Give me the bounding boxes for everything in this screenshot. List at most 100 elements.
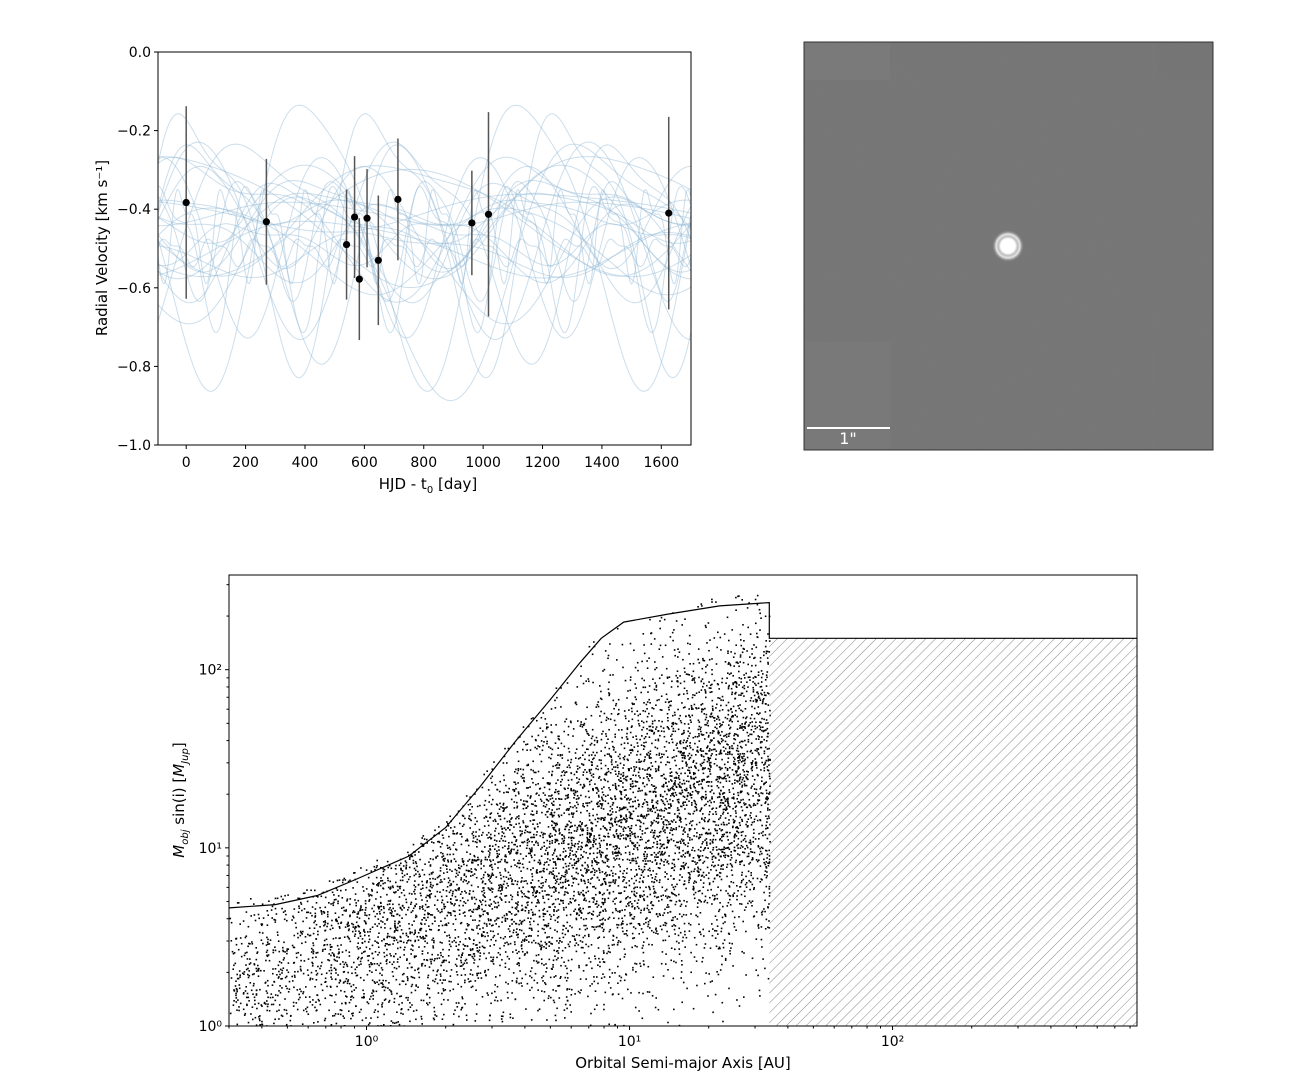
simulated-companion-point — [460, 879, 462, 881]
simulated-companion-point — [493, 834, 496, 837]
simulated-companion-point — [606, 753, 609, 755]
simulated-companion-point — [440, 920, 442, 922]
simulated-companion-point — [386, 948, 388, 951]
simulated-companion-point — [551, 943, 553, 945]
simulated-companion-point — [765, 719, 768, 721]
simulated-companion-point — [247, 1021, 250, 1024]
simulated-companion-point — [577, 990, 580, 993]
simulated-companion-point — [598, 957, 600, 960]
simulated-companion-point — [571, 836, 574, 839]
simulated-companion-point — [524, 953, 526, 955]
simulated-companion-point — [672, 639, 674, 642]
simulated-companion-point — [528, 847, 531, 850]
simulated-companion-point — [392, 903, 394, 906]
simulated-companion-point — [335, 968, 337, 971]
simulated-companion-point — [287, 971, 290, 974]
simulated-companion-point — [459, 822, 461, 825]
simulated-companion-point — [709, 773, 712, 775]
simulated-companion-point — [738, 779, 741, 782]
simulated-companion-point — [531, 847, 533, 849]
simulated-companion-point — [609, 951, 611, 954]
simulated-companion-point — [586, 827, 589, 829]
simulated-companion-point — [596, 703, 599, 706]
simulated-companion-point — [414, 931, 416, 933]
simulated-companion-point — [731, 842, 733, 844]
simulated-companion-point — [696, 790, 698, 793]
simulated-companion-point — [672, 723, 674, 726]
simulated-companion-point — [527, 901, 529, 903]
simulated-companion-point — [707, 832, 710, 835]
simulated-companion-point — [490, 903, 493, 905]
simulated-companion-point — [489, 852, 491, 854]
simulated-companion-point — [740, 694, 742, 696]
simulated-companion-point — [367, 1023, 370, 1026]
simulated-companion-point — [521, 908, 524, 910]
simulated-companion-point — [487, 820, 489, 822]
simulated-companion-point — [408, 858, 411, 860]
simulated-companion-point — [339, 963, 342, 965]
simulated-companion-point — [582, 936, 585, 939]
simulated-companion-point — [760, 670, 763, 672]
simulated-companion-point — [585, 870, 588, 872]
simulated-companion-point — [550, 811, 553, 814]
simulated-companion-point — [378, 910, 381, 913]
simulated-companion-point — [662, 783, 665, 786]
rv-y-tick-label: −0.2 — [117, 124, 151, 140]
simulated-companion-point — [479, 952, 482, 954]
simulated-companion-point — [615, 786, 617, 788]
simulated-companion-point — [564, 855, 567, 858]
simulated-companion-point — [634, 907, 636, 909]
simulated-companion-point — [501, 959, 503, 961]
simulated-companion-point — [546, 742, 548, 745]
simulated-companion-point — [368, 963, 371, 966]
simulated-companion-point — [569, 720, 572, 723]
simulated-companion-point — [625, 933, 627, 935]
simulated-companion-point — [639, 839, 641, 841]
simulated-companion-point — [614, 798, 617, 801]
simulated-companion-point — [755, 622, 757, 625]
simulated-companion-point — [309, 1001, 311, 1003]
simulated-companion-point — [293, 908, 296, 910]
simulated-companion-point — [613, 835, 616, 837]
simulated-companion-point — [517, 891, 519, 893]
simulated-companion-point — [261, 924, 263, 927]
simulated-companion-point — [530, 1019, 533, 1021]
simulated-companion-point — [304, 941, 307, 943]
simulated-companion-point — [704, 738, 706, 740]
simulated-companion-point — [347, 929, 350, 932]
simulated-companion-point — [703, 901, 706, 903]
simulated-companion-point — [736, 780, 739, 783]
simulated-companion-point — [712, 838, 714, 841]
simulated-companion-point — [249, 958, 251, 960]
simulated-companion-point — [382, 916, 384, 918]
simulated-companion-point — [745, 886, 748, 888]
simulated-companion-point — [629, 783, 632, 786]
simulated-companion-point — [473, 854, 475, 857]
simulated-companion-point — [446, 868, 448, 870]
simulated-companion-point — [321, 961, 323, 964]
simulated-companion-point — [459, 965, 462, 967]
simulated-companion-point — [765, 850, 768, 852]
simulated-companion-point — [389, 943, 391, 946]
simulated-companion-point — [554, 861, 556, 863]
simulated-companion-point — [760, 786, 762, 788]
simulated-companion-point — [491, 868, 494, 871]
simulated-companion-point — [720, 927, 723, 930]
simulated-companion-point — [491, 872, 494, 875]
image-panel: 1" — [803, 41, 1214, 451]
simulated-companion-point — [596, 861, 598, 864]
simulated-companion-point — [739, 656, 742, 658]
simulated-companion-point — [500, 1018, 503, 1020]
simulated-companion-point — [537, 734, 540, 737]
simulated-companion-point — [520, 870, 522, 872]
simulated-companion-point — [534, 896, 536, 898]
simulated-companion-point — [510, 865, 513, 868]
simulated-companion-point — [671, 829, 673, 832]
simulated-companion-point — [586, 778, 589, 780]
simulated-companion-point — [601, 871, 604, 873]
simulated-companion-point — [384, 927, 386, 929]
simulated-companion-point — [665, 963, 667, 965]
simulated-companion-point — [674, 784, 676, 786]
simulated-companion-point — [505, 828, 507, 831]
simulated-companion-point — [522, 773, 524, 776]
